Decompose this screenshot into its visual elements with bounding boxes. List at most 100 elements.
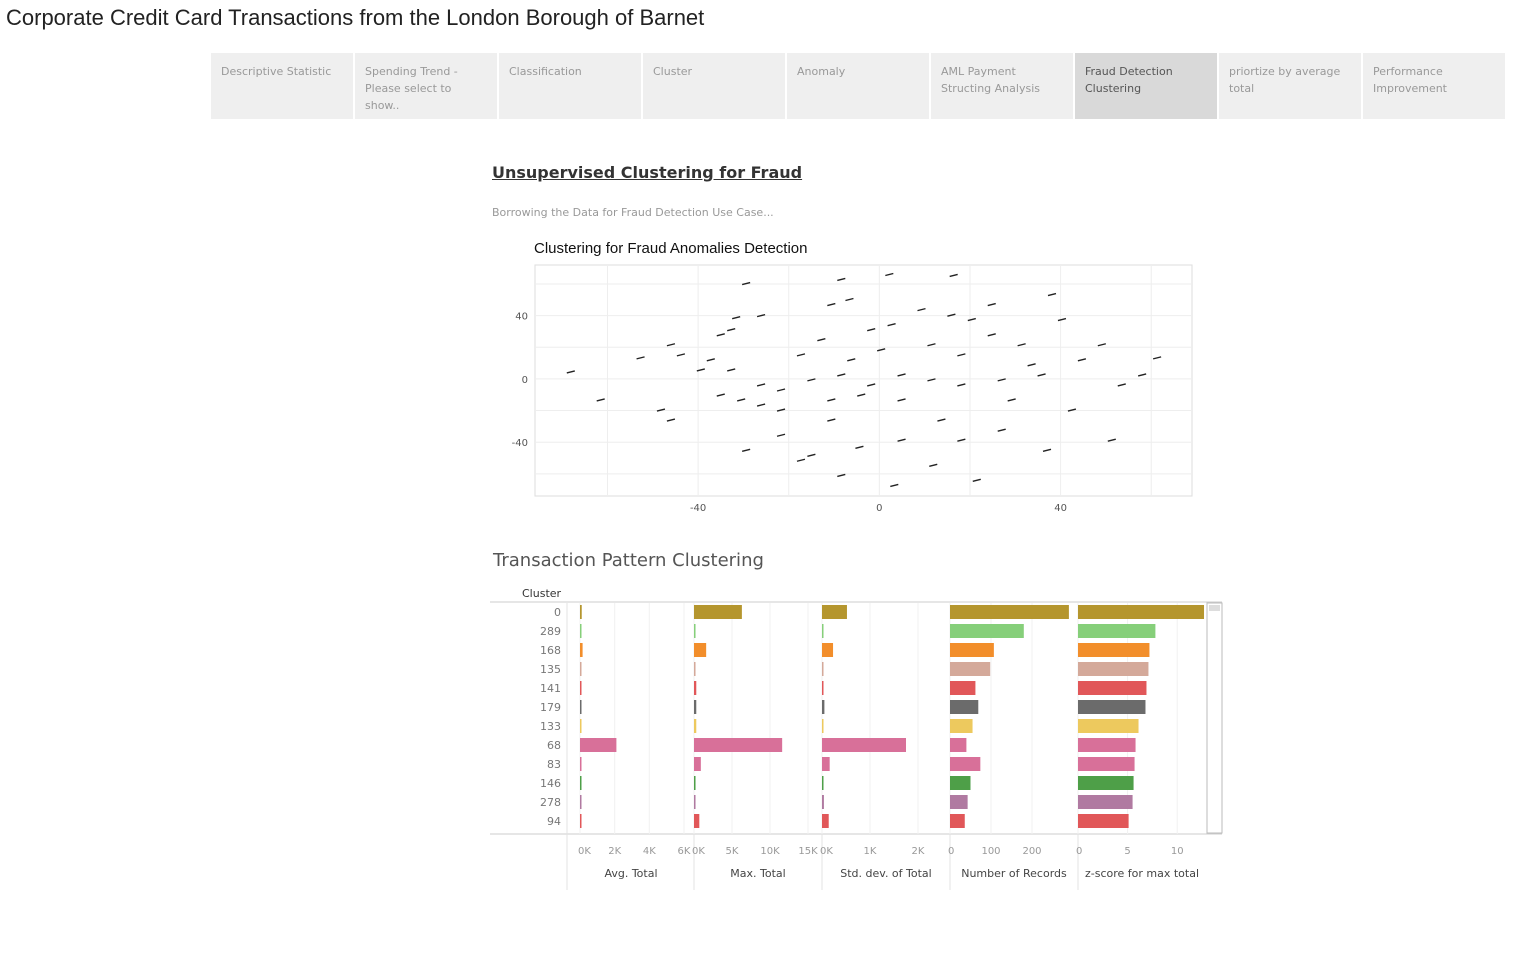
data-point (837, 373, 846, 377)
data-point (885, 272, 894, 277)
data-point (596, 398, 605, 402)
data-point (827, 398, 836, 402)
y-tick-label: 0 (522, 375, 528, 386)
data-point (1047, 292, 1057, 297)
data-point (817, 338, 826, 342)
data-point (566, 370, 575, 374)
data-point (756, 403, 766, 407)
data-point (1067, 408, 1077, 412)
data-point (897, 373, 906, 377)
x-tick-label: -40 (690, 503, 706, 514)
data-point (867, 383, 876, 387)
y-tick-label: -40 (512, 438, 528, 449)
x-tick-label: 40 (1054, 503, 1067, 514)
tab-classification[interactable]: Classification (499, 53, 641, 119)
data-point (997, 428, 1006, 432)
data-point (997, 378, 1006, 382)
data-point (796, 458, 806, 462)
data-point (756, 383, 766, 387)
data-point (987, 302, 996, 307)
tab-anomaly[interactable]: Anomaly (787, 53, 929, 119)
data-point (1042, 448, 1052, 452)
data-point (827, 418, 836, 422)
data-point (666, 343, 676, 347)
data-point (656, 408, 666, 412)
data-point (736, 398, 746, 402)
data-point (1137, 373, 1147, 377)
x-tick-label: 0 (876, 503, 882, 514)
data-point (837, 473, 846, 478)
data-point (949, 273, 958, 278)
data-point (636, 356, 645, 360)
tab-spending-trend-please-select-to-show[interactable]: Spending Trend - Please select to show.. (355, 53, 497, 119)
data-point (732, 316, 741, 320)
tab-performance-improvement[interactable]: Performance Improvement (1363, 53, 1505, 119)
data-point (727, 368, 736, 372)
data-point (827, 302, 836, 307)
data-point (957, 353, 966, 357)
data-point (1152, 356, 1162, 360)
data-point (845, 297, 854, 302)
data-point (741, 448, 751, 452)
data-point (857, 393, 866, 397)
data-point (666, 418, 676, 422)
data-point (807, 453, 816, 458)
data-point (887, 322, 896, 327)
data-point (716, 333, 725, 337)
data-point (929, 463, 938, 467)
tab-fraud-detection-clustering[interactable]: Fraud Detection Clustering (1075, 53, 1217, 119)
data-point (1027, 363, 1036, 367)
data-point (867, 328, 876, 332)
data-point (967, 317, 976, 322)
data-point (897, 438, 906, 442)
data-point (1057, 317, 1067, 322)
tab-descriptive-statistic[interactable]: Descriptive Statistic (211, 53, 353, 119)
data-point (696, 368, 706, 372)
bar-chart-title: Transaction Pattern Clustering (493, 550, 764, 571)
data-point (676, 353, 686, 357)
tab-cluster[interactable]: Cluster (643, 53, 785, 119)
data-point (927, 378, 936, 382)
section-subtitle: Borrowing the Data for Fraud Detection U… (492, 206, 774, 219)
data-point (927, 343, 936, 347)
dashboard-tabs: Descriptive Statistic Spending Trend - Pl… (211, 53, 1505, 119)
data-point (1077, 358, 1087, 362)
data-point (1097, 343, 1107, 347)
data-point (1037, 373, 1046, 377)
data-point (1117, 383, 1126, 387)
data-point (847, 358, 856, 362)
section-heading: Unsupervised Clustering for Fraud (492, 163, 803, 182)
data-point (972, 478, 981, 483)
data-point (807, 378, 816, 382)
data-point (937, 418, 946, 422)
data-point (1017, 343, 1026, 347)
scatter-title: Clustering for Fraud Anomalies Detection (534, 240, 808, 257)
data-point (917, 307, 926, 312)
data-point (987, 333, 996, 337)
plot-area (534, 264, 1193, 497)
data-point (776, 408, 786, 412)
data-point (957, 438, 966, 442)
data-point (727, 328, 736, 332)
data-point (741, 281, 751, 286)
data-point (890, 483, 899, 488)
data-point (837, 277, 846, 282)
y-tick-label: 40 (515, 312, 528, 323)
tab-aml-payment-structing-analysis[interactable]: AML Payment Structing Analysis (931, 53, 1073, 119)
data-point (776, 433, 786, 437)
data-point (897, 398, 906, 402)
tab-priortize-by-average-total[interactable]: priortize by average total (1219, 53, 1361, 119)
data-point (877, 348, 886, 352)
data-point (756, 313, 766, 318)
data-point (1007, 398, 1016, 402)
data-point (706, 358, 715, 362)
data-point (947, 313, 956, 317)
data-point (716, 393, 725, 397)
data-point (957, 383, 966, 387)
data-point (796, 353, 806, 357)
data-point (1107, 438, 1116, 442)
dashboard-title: Corporate Credit Card Transactions from … (6, 5, 705, 30)
data-point (776, 388, 786, 392)
data-point (855, 445, 864, 449)
